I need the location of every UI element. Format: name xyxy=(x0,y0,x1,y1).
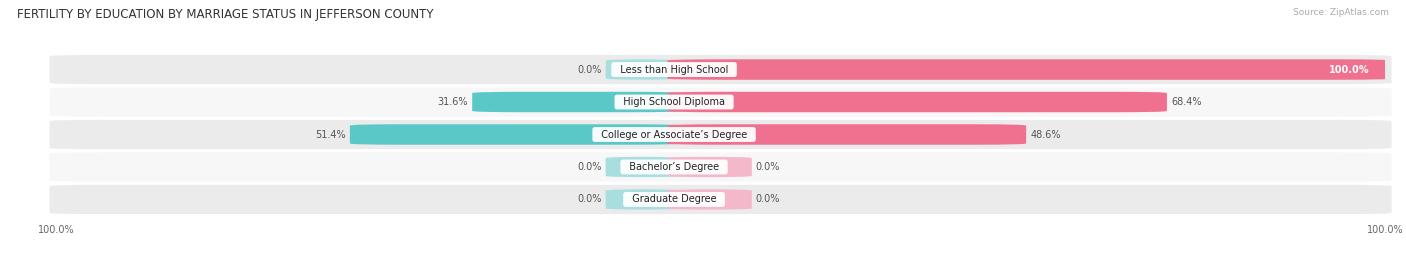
Text: High School Diploma: High School Diploma xyxy=(617,97,731,107)
Text: Graduate Degree: Graduate Degree xyxy=(626,194,723,204)
Text: 51.4%: 51.4% xyxy=(315,129,346,140)
FancyBboxPatch shape xyxy=(668,92,1167,112)
Text: Less than High School: Less than High School xyxy=(614,65,734,75)
Text: Source: ZipAtlas.com: Source: ZipAtlas.com xyxy=(1294,8,1389,17)
Text: 100.0%: 100.0% xyxy=(1329,65,1369,75)
FancyBboxPatch shape xyxy=(668,59,1392,80)
Text: 48.6%: 48.6% xyxy=(1031,129,1060,140)
FancyBboxPatch shape xyxy=(472,92,681,112)
FancyBboxPatch shape xyxy=(49,55,1392,84)
FancyBboxPatch shape xyxy=(49,152,1392,182)
FancyBboxPatch shape xyxy=(49,185,1392,214)
FancyBboxPatch shape xyxy=(49,120,1392,149)
FancyBboxPatch shape xyxy=(350,124,681,145)
FancyBboxPatch shape xyxy=(668,124,1026,145)
FancyBboxPatch shape xyxy=(606,189,681,210)
Text: 0.0%: 0.0% xyxy=(756,162,780,172)
Text: FERTILITY BY EDUCATION BY MARRIAGE STATUS IN JEFFERSON COUNTY: FERTILITY BY EDUCATION BY MARRIAGE STATU… xyxy=(17,8,433,21)
FancyBboxPatch shape xyxy=(668,157,752,177)
FancyBboxPatch shape xyxy=(606,59,681,80)
Text: 0.0%: 0.0% xyxy=(578,194,602,204)
Text: 0.0%: 0.0% xyxy=(756,194,780,204)
FancyBboxPatch shape xyxy=(668,189,752,210)
Text: 68.4%: 68.4% xyxy=(1171,97,1201,107)
Text: Bachelor’s Degree: Bachelor’s Degree xyxy=(623,162,725,172)
Text: 0.0%: 0.0% xyxy=(578,162,602,172)
Text: College or Associate’s Degree: College or Associate’s Degree xyxy=(595,129,754,140)
FancyBboxPatch shape xyxy=(49,87,1392,117)
FancyBboxPatch shape xyxy=(606,157,681,177)
Text: 31.6%: 31.6% xyxy=(437,97,468,107)
Text: 0.0%: 0.0% xyxy=(578,65,602,75)
